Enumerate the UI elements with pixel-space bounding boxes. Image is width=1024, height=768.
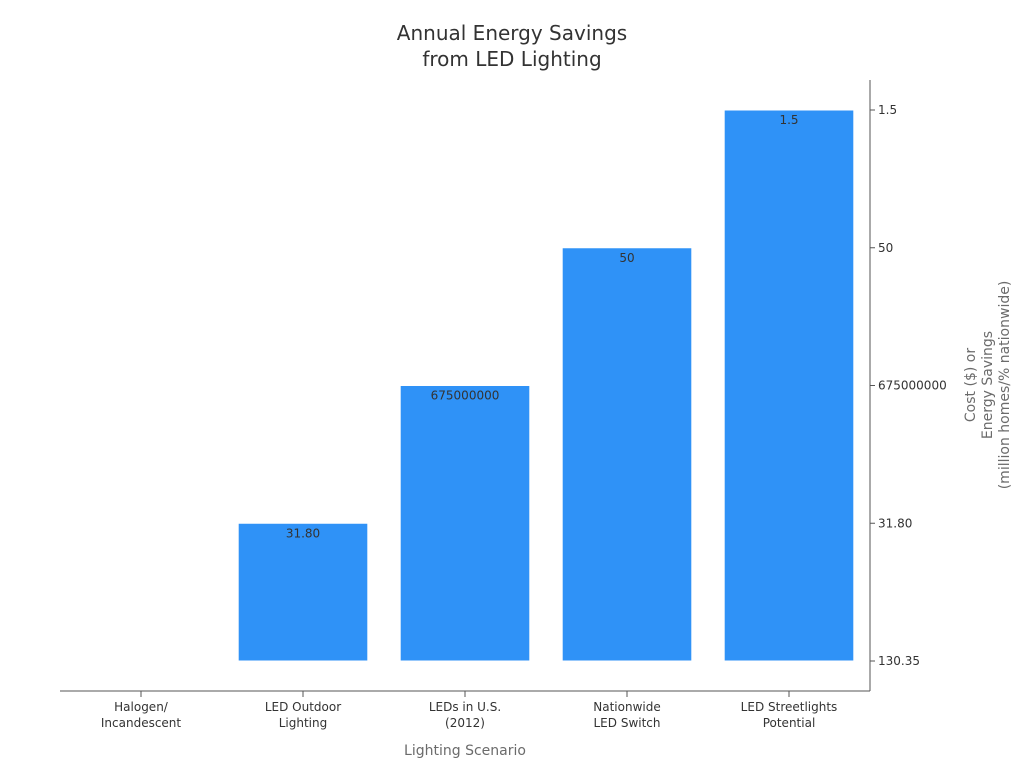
x-tick-label: (2012) xyxy=(445,716,485,730)
y-tick-label: 675000000 xyxy=(878,379,947,393)
y-tick-label: 31.80 xyxy=(878,516,912,530)
bar xyxy=(561,247,693,662)
chart-title-line-2: from LED Lighting xyxy=(422,47,602,71)
x-tick-label: Nationwide xyxy=(593,700,660,714)
y-axis-title-line-3: (million homes/% nationwide) xyxy=(997,281,1013,490)
y-axis-title-line-1: Cost ($) or xyxy=(963,348,979,422)
bar-value-label: 31.80 xyxy=(286,526,320,540)
chart-title-line-1: Annual Energy Savings xyxy=(396,21,628,45)
y-tick-label: 1.5 xyxy=(878,103,897,117)
x-tick-label: Potential xyxy=(763,716,816,730)
y-axis-title: Cost ($) or Energy Savings (million home… xyxy=(963,281,1013,490)
y-tick-label: 130.35 xyxy=(878,654,920,668)
x-tick-label: LED Outdoor xyxy=(265,700,341,714)
bar-value-label: 675000000 xyxy=(431,389,500,403)
y-ticks-group: 130.35 31.80 675000000 50 1.5 xyxy=(870,103,947,668)
x-axis-title: Lighting Scenario xyxy=(404,743,526,759)
bar-value-label: 1.5 xyxy=(779,113,798,127)
bar xyxy=(237,522,369,662)
y-axis-title-line-2: Energy Savings xyxy=(980,331,996,439)
bar xyxy=(723,109,855,662)
bar-labels-group: 31.80 675000000 50 1.5 xyxy=(286,113,799,540)
bar-value-label: 50 xyxy=(619,251,634,265)
x-tick-label: Halogen/ xyxy=(114,700,169,714)
x-ticks-group: Halogen/Incandescent LED Outdoor Lighting L… xyxy=(101,691,837,730)
bars-group xyxy=(237,109,855,662)
x-tick-label: Incandescent xyxy=(101,716,182,730)
x-tick-label: Lighting xyxy=(279,716,328,730)
chart-title: Annual Energy Savings from LED Lighting xyxy=(0,20,1024,72)
y-tick-label: 50 xyxy=(878,241,893,255)
x-tick-label: LEDs in U.S. xyxy=(429,700,501,714)
x-tick-label: LED Switch xyxy=(594,716,661,730)
x-tick-label: LED Streetlights xyxy=(741,700,838,714)
bar xyxy=(399,385,531,662)
